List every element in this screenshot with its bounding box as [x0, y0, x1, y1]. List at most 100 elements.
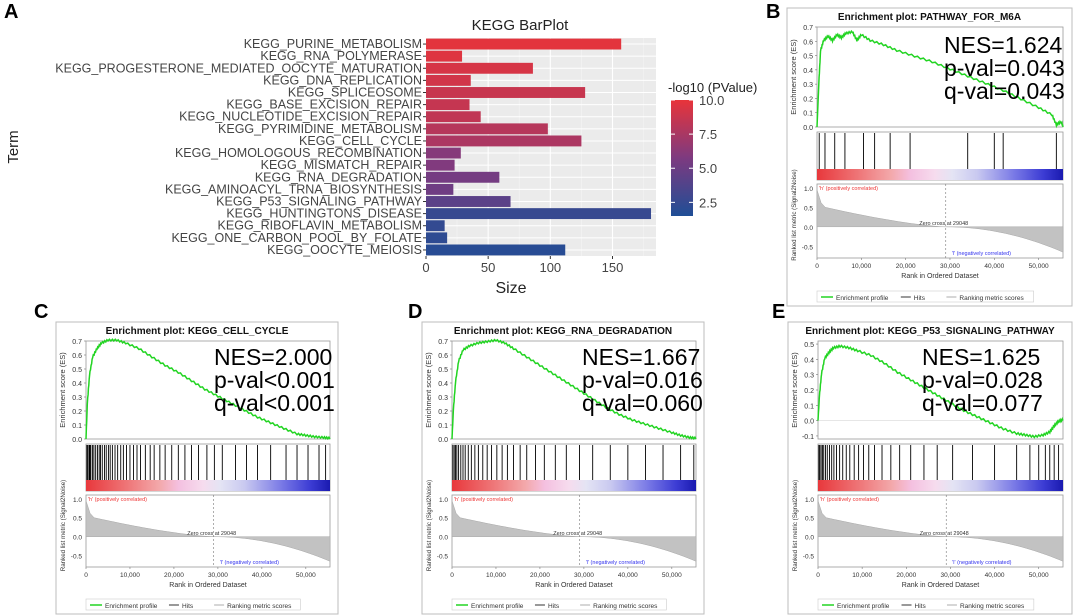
zero-cross-label: Zero cross at 29048 — [187, 531, 236, 537]
es-y-tick-label: 0.1 — [438, 423, 448, 430]
rank-x-tick-label: 10,000 — [852, 572, 872, 579]
es-y-tick-label: 0.1 — [804, 403, 814, 410]
es-y-tick-label: 0.3 — [438, 395, 448, 402]
rank-x-tick-label: 40,000 — [985, 572, 1005, 579]
es-y-tick-label: 0.0 — [72, 437, 82, 444]
legend-item-ranking: Ranking metric scores — [227, 603, 292, 610]
category-label: KEGG_P53_SIGNALING_PATHWAY — [216, 195, 423, 209]
category-label: KEGG_SPLICEOSOME — [288, 86, 422, 100]
rank-x-tick-label: 40,000 — [618, 572, 638, 579]
category-label: KEGG_MISMATCH_REPAIR — [261, 158, 422, 172]
es-y-tick-label: 0.5 — [804, 342, 814, 349]
stat-text: q-val=0.043 — [944, 78, 1065, 104]
stat-text: p-val=0.028 — [922, 367, 1043, 393]
positive-label: 'h' (positively correlated) — [820, 497, 879, 503]
es-axes — [451, 340, 697, 440]
enrichment-plot-cell-cycle: Enrichment plot: KEGG_CELL_CYCLE 0.7 0.6 0.… — [55, 321, 339, 615]
es-y-tick-label: 0.3 — [803, 82, 813, 89]
es-y-tick-label: 0.6 — [72, 353, 82, 360]
es-y-tick-label: 0.6 — [438, 353, 448, 360]
legend-box — [451, 598, 667, 611]
category-label: KEGG_HUNTINGTONS_DISEASE — [226, 207, 422, 221]
category-label: KEGG_HOMOLOGOUS_RECOMBINATION — [175, 146, 422, 160]
rank-x-tick-label: 0 — [84, 572, 88, 579]
rank-axes — [85, 494, 331, 568]
legend-item-hits: Hits — [182, 603, 194, 610]
kegg-barplot: KEGG_PURINE_METABOLISMKEGG_RNA_POLYMERAS… — [5, 17, 757, 297]
rank-x-tick-label: 30,000 — [940, 263, 960, 270]
legend-item-profile: Enrichment profile — [471, 603, 524, 610]
category-label: KEGG_RIBOFLAVIN_METABOLISM — [218, 219, 422, 233]
category-label: KEGG_PYRIMIDINE_METABOLISM — [218, 122, 422, 136]
bar — [426, 244, 566, 256]
positive-label: 'h' (positively correlated) — [819, 186, 878, 192]
bar — [426, 208, 652, 220]
es-y-tick-label: 0.4 — [804, 357, 814, 364]
rank-y-tick-label: 0.0 — [439, 535, 448, 542]
es-y-tick-label: 0.2 — [438, 409, 448, 416]
legend-tick-label: 10.0 — [699, 93, 724, 108]
rank-x-tick-label: 40,000 — [252, 572, 272, 579]
stat-text: p-val=0.016 — [582, 367, 703, 393]
bar — [426, 62, 533, 74]
legend-item-hits: Hits — [915, 603, 927, 610]
positive-label: 'h' (positively correlated) — [454, 497, 513, 503]
rank-x-tick-label: 30,000 — [574, 572, 594, 579]
rank-y-axis-title: Ranked list metric (Signal2Noise) — [791, 169, 798, 260]
es-y-tick-label: 0.2 — [803, 96, 813, 103]
es-y-tick-label: 0.7 — [438, 339, 448, 346]
bar — [426, 171, 500, 183]
category-label: KEGG_BASE_EXCISION_REPAIR — [226, 98, 422, 112]
es-y-tick-label: 0.4 — [803, 68, 813, 75]
rank-x-tick-label: 0 — [816, 572, 820, 579]
es-y-tick-label: 0.2 — [804, 388, 814, 395]
rank-x-tick-label: 50,000 — [1029, 263, 1049, 270]
es-y-tick-label: 0.0 — [438, 437, 448, 444]
bar — [426, 183, 454, 195]
rank-x-axis-title: Rank in Ordered Dataset — [535, 582, 612, 589]
rank-x-tick-label: 40,000 — [984, 263, 1004, 270]
rank-y-tick-label: 0.0 — [805, 535, 814, 542]
es-y-tick-label: 0.1 — [803, 111, 813, 118]
rank-x-tick-label: 10,000 — [851, 263, 871, 270]
plot-title: Enrichment plot: KEGG_P53_SIGNALING_PATH… — [805, 326, 1055, 337]
legend-item-profile: Enrichment profile — [836, 295, 889, 302]
stat-text: q-val=0.077 — [922, 390, 1043, 416]
x-tick-label: 150 — [602, 260, 624, 275]
es-curve-line — [816, 29, 1064, 129]
stat-text: q-val<0.001 — [214, 390, 335, 416]
plot-title: Enrichment plot: PATHWAY_FOR_M6A — [838, 12, 1021, 23]
legend-item-hits: Hits — [914, 295, 926, 302]
bar — [426, 111, 481, 123]
es-curve-line — [451, 338, 697, 441]
category-label: KEGG_AMINOACYL_TRNA_BIOSYNTHESIS — [165, 182, 422, 196]
x-axis-title: Size — [495, 280, 526, 297]
metric-area — [817, 500, 1064, 562]
rank-y-tick-label: -0.5 — [71, 554, 83, 561]
metric-area — [85, 500, 331, 562]
legend-item-ranking: Ranking metric scores — [960, 603, 1025, 610]
negative-label: 'l' (negatively correlated) — [220, 560, 279, 566]
es-y-tick-label: 0.4 — [438, 381, 448, 388]
rank-y-tick-label: 0.5 — [439, 516, 448, 523]
rank-y-tick-label: 1.0 — [439, 497, 448, 504]
es-y-tick-label: 0.7 — [803, 25, 813, 32]
panel-label-b: B — [766, 1, 780, 23]
category-label: KEGG_DNA_REPLICATION — [263, 73, 422, 87]
rank-x-tick-label: 20,000 — [896, 572, 916, 579]
bar — [426, 99, 470, 111]
stat-text: p-val<0.001 — [214, 367, 335, 393]
es-y-tick-label: 0.7 — [72, 339, 82, 346]
enrichment-plot-p53: Enrichment plot: KEGG_P53_SIGNALING_PATH… — [787, 321, 1073, 615]
rank-y-tick-label: 1.0 — [73, 497, 82, 504]
rank-y-tick-label: 0.0 — [73, 535, 82, 542]
stat-text: NES=2.000 — [214, 344, 332, 370]
es-y-tick-label: 0.4 — [72, 381, 82, 388]
rank-y-tick-label: -0.5 — [802, 244, 814, 251]
category-label: KEGG_CELL_CYCLE — [299, 134, 422, 148]
es-y-tick-label: 0.3 — [72, 395, 82, 402]
legend-tick-label: 5.0 — [699, 161, 717, 176]
bar — [426, 147, 461, 159]
bar — [426, 159, 455, 171]
es-y-tick-label: 0.5 — [72, 367, 82, 374]
